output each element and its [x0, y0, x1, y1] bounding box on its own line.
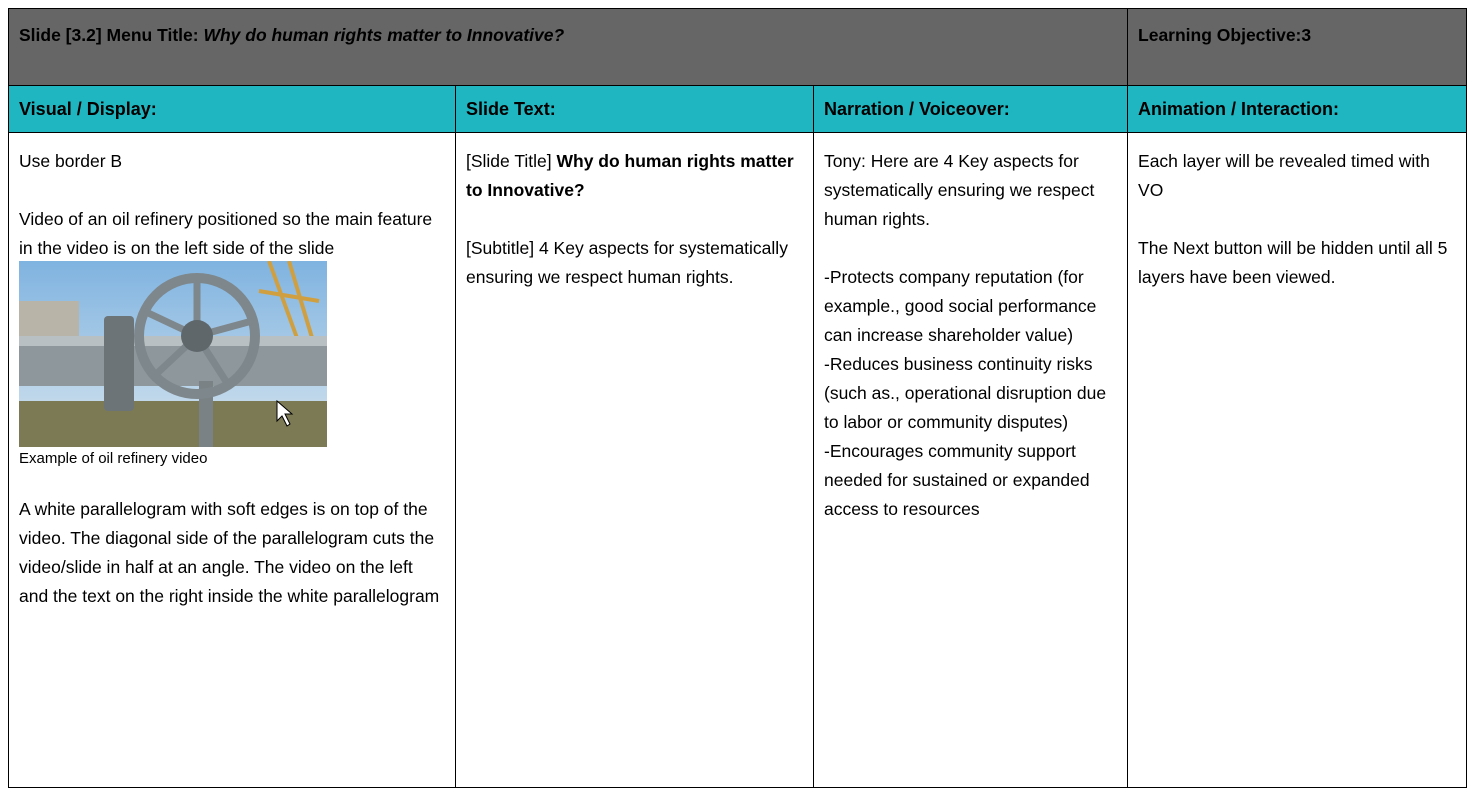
paragraph: A white parallelogram with soft edges is… — [19, 499, 440, 606]
column-header: Slide Text: — [455, 85, 814, 133]
paragraph: Use border B — [19, 151, 123, 171]
visual-cell: Use border B Video of an oil refinery po… — [8, 132, 456, 788]
narration-cell: Tony: Here are 4 Key aspects for systema… — [812, 132, 1129, 788]
animation-note: The Next button will be hidden until all… — [1138, 238, 1448, 287]
objective-cell: Learning Objective:3 — [1127, 8, 1468, 86]
title-label: [Slide Title] — [466, 151, 552, 171]
paragraph: Video of an oil refinery positioned so t… — [19, 209, 433, 258]
narration-point: -Reduces business continuity risks (such… — [824, 354, 1107, 432]
narration-intro: Tony: Here are 4 Key aspects for systema… — [824, 151, 1095, 229]
storyboard-table: Slide [3.2] Menu Title: Why do human rig… — [7, 8, 1468, 788]
column-header-row: Visual / Display: Slide Text: Narration … — [8, 85, 1468, 133]
subtitle: [Subtitle] 4 Key aspects for systematica… — [466, 238, 788, 287]
title-italic: Why do human rights matter to Innovative… — [203, 25, 565, 45]
title-prefix: Slide [3.2] Menu Title: — [19, 25, 199, 45]
column-header: Animation / Interaction: — [1127, 85, 1468, 133]
narration-point: -Protects company reputation (for exampl… — [824, 267, 1097, 345]
refinery-image — [19, 261, 327, 447]
column-header: Narration / Voiceover: — [812, 85, 1129, 133]
animation-cell: Each layer will be revealed timed with V… — [1127, 132, 1468, 788]
column-header: Visual / Display: — [8, 85, 456, 133]
slide-title: Why do human rights matter to Innovative… — [466, 151, 794, 200]
header-cell: Slide [3.2] Menu Title: Why do human rig… — [7, 8, 1129, 86]
animation-note: Each layer will be revealed timed with V… — [1138, 151, 1430, 200]
caption: Example of oil refinery video — [19, 450, 208, 467]
page: Slide [3.2] Menu Title: Why do human rig… — [7, 8, 1468, 788]
objective: Learning Objective:3 — [1138, 25, 1312, 45]
body-row: Use border B Video of an oil refinery po… — [8, 132, 1468, 788]
slide-text-cell: [Slide Title] Why do human rights matter… — [455, 132, 814, 788]
narration-point: -Encourages community support needed for… — [824, 441, 1090, 519]
header-row: Slide [3.2] Menu Title: Why do human rig… — [7, 8, 1468, 86]
